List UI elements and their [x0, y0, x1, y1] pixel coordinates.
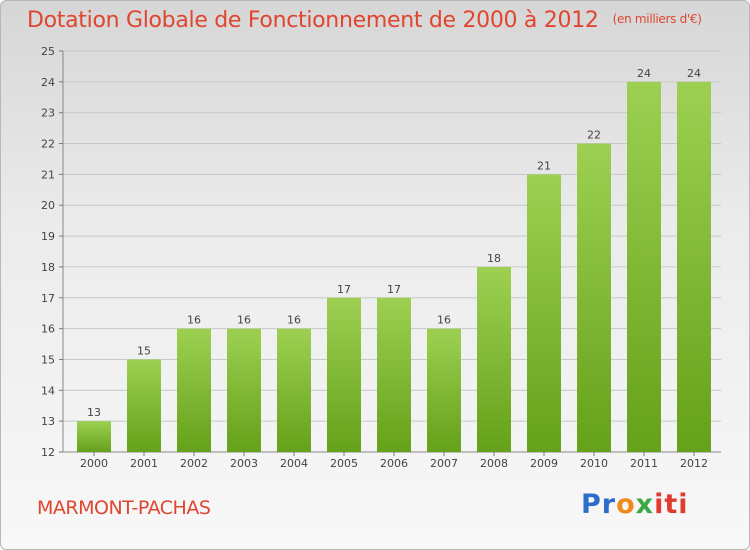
bar	[527, 174, 561, 452]
y-tick-label: 12	[41, 446, 55, 459]
bar-value-label: 15	[137, 344, 151, 357]
y-tick-label: 13	[41, 415, 55, 428]
bar	[327, 297, 361, 452]
x-tick-label: 2002	[180, 457, 208, 470]
bar	[627, 81, 661, 452]
bar	[427, 328, 461, 452]
x-tick-label: 2004	[280, 457, 308, 470]
y-tick-label: 21	[41, 168, 55, 181]
x-tick-label: 2012	[680, 457, 708, 470]
y-tick-label: 24	[41, 76, 55, 89]
chart-subtitle: (en milliers d'€)	[612, 12, 702, 26]
y-tick-label: 20	[41, 199, 55, 212]
chart-title-text: Dotation Globale de Fonctionnement de 20…	[27, 8, 599, 33]
bar-value-label: 17	[387, 283, 401, 296]
bar-value-label: 16	[287, 314, 301, 327]
bar-value-label: 18	[487, 252, 501, 265]
bar	[477, 266, 511, 452]
y-tick-label: 16	[41, 323, 55, 336]
y-tick-label: 23	[41, 107, 55, 120]
y-tick-label: 15	[41, 353, 55, 366]
logo-part-3: x	[635, 489, 655, 520]
bar	[377, 297, 411, 452]
x-tick-label: 2010	[580, 457, 608, 470]
bar-value-label: 13	[87, 406, 101, 419]
bar-value-label: 16	[237, 314, 251, 327]
x-tick-label: 2005	[330, 457, 358, 470]
bar-value-label: 21	[537, 159, 551, 172]
y-tick-label: 17	[41, 292, 55, 305]
x-tick-label: 2009	[530, 457, 558, 470]
x-tick-label: 2008	[480, 457, 508, 470]
x-tick-label: 2000	[80, 457, 108, 470]
y-tick-label: 18	[41, 261, 55, 274]
x-tick-label: 2003	[230, 457, 258, 470]
chart-title: Dotation Globale de Fonctionnement de 20…	[27, 8, 702, 33]
proxiti-logo: Proxiti	[581, 489, 689, 520]
logo-part-2: o	[616, 489, 636, 520]
x-tick-label: 2011	[630, 457, 658, 470]
bar-value-label: 24	[637, 67, 651, 80]
logo-part-4: iti	[654, 489, 689, 520]
bar-value-label: 16	[187, 314, 201, 327]
y-tick-label: 14	[41, 384, 55, 397]
bar	[127, 359, 161, 452]
bar	[577, 143, 611, 453]
bar-value-label: 16	[437, 314, 451, 327]
commune-name: MARMONT-PACHAS	[37, 497, 211, 519]
x-tick-label: 2007	[430, 457, 458, 470]
bar-value-label: 17	[337, 283, 351, 296]
bar	[77, 421, 111, 452]
y-tick-label: 25	[41, 45, 55, 58]
bar	[677, 81, 711, 452]
bar-value-label: 24	[687, 67, 701, 80]
bar	[227, 328, 261, 452]
bar	[277, 328, 311, 452]
x-tick-label: 2001	[130, 457, 158, 470]
logo-part-1: Pr	[581, 489, 617, 520]
y-tick-label: 22	[41, 138, 55, 151]
y-tick-label: 19	[41, 230, 55, 243]
bar	[177, 328, 211, 452]
x-tick-label: 2006	[380, 457, 408, 470]
bar-value-label: 22	[587, 129, 601, 142]
